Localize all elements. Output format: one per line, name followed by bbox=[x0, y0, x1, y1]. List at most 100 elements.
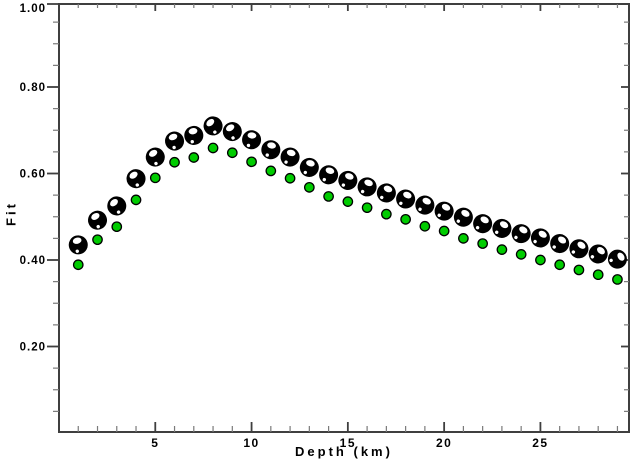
beachball-white-lens bbox=[267, 142, 276, 149]
beachball-disc bbox=[341, 183, 346, 187]
green-dot-marker bbox=[207, 142, 219, 154]
beachball-disc bbox=[172, 145, 176, 150]
x-tick-label: 25 bbox=[532, 436, 548, 450]
green-dot-marker bbox=[130, 194, 142, 206]
beachball-white-lens bbox=[441, 203, 451, 211]
beachball-disc bbox=[222, 122, 242, 142]
beachball-disc bbox=[135, 183, 139, 187]
green-dot-marker bbox=[535, 254, 546, 266]
beachball-disc bbox=[550, 234, 570, 254]
beachball-disc bbox=[116, 210, 121, 214]
beachball-white-lens bbox=[168, 133, 178, 141]
beachball-disc bbox=[588, 244, 608, 264]
green-dot-marker bbox=[188, 152, 200, 163]
beachball-disc bbox=[569, 239, 589, 259]
y-tick-label: 0.40 bbox=[20, 255, 46, 267]
beachball-marker bbox=[569, 239, 589, 259]
beachball-marker bbox=[338, 170, 358, 190]
green-dot-marker bbox=[149, 172, 161, 184]
beachball-disc bbox=[299, 157, 319, 177]
beachball-marker bbox=[107, 196, 127, 216]
beachball-white-lens bbox=[617, 252, 625, 261]
beachball-disc bbox=[590, 255, 595, 259]
green-dot-marker bbox=[265, 165, 277, 177]
beachball-marker bbox=[396, 189, 416, 209]
beachball-white-lens bbox=[538, 230, 547, 238]
green-dot-marker bbox=[284, 172, 296, 184]
beachball-disc bbox=[231, 136, 235, 140]
green-dot-marker bbox=[226, 147, 238, 159]
beachball-disc bbox=[607, 249, 627, 269]
x-tick-label: 15 bbox=[340, 436, 356, 450]
beachball-marker bbox=[511, 224, 531, 244]
green-dot-marker bbox=[246, 156, 257, 168]
beachball-marker bbox=[550, 234, 570, 254]
green-dot-marker bbox=[303, 181, 315, 193]
beachball-marker bbox=[242, 130, 262, 150]
beachball-disc bbox=[213, 130, 217, 134]
green-dot-marker bbox=[323, 191, 334, 202]
beachball-white-lens bbox=[499, 221, 509, 229]
beachball-white-lens bbox=[286, 149, 296, 157]
beachball-disc bbox=[456, 219, 461, 223]
x-tick-label: 10 bbox=[243, 436, 259, 450]
beachball-disc bbox=[571, 250, 576, 254]
beachball-white-lens bbox=[149, 149, 158, 157]
x-tick-label: 20 bbox=[436, 436, 452, 450]
beachball-marker bbox=[299, 157, 319, 177]
beachball-disc bbox=[338, 170, 358, 190]
beachball-white-lens bbox=[110, 198, 118, 207]
y-axis-title: Fit bbox=[3, 201, 19, 226]
green-dot-marker bbox=[458, 233, 469, 244]
beachball-disc bbox=[303, 170, 307, 175]
beachball-disc bbox=[360, 189, 365, 194]
y-tick-label: 0.60 bbox=[20, 169, 46, 181]
beachball-marker bbox=[222, 122, 242, 142]
beachball-marker bbox=[184, 125, 204, 145]
beachball-disc bbox=[514, 235, 518, 240]
green-dot-marker bbox=[72, 259, 84, 271]
beachball-marker bbox=[145, 147, 165, 167]
green-dot-marker bbox=[573, 264, 585, 276]
beachball-white-lens bbox=[91, 213, 100, 220]
beachball-white-lens bbox=[383, 185, 393, 193]
beachball-disc bbox=[265, 153, 269, 157]
green-dot-marker bbox=[169, 156, 180, 168]
beachball-disc bbox=[473, 214, 493, 234]
green-dot-marker bbox=[515, 249, 527, 260]
x-tick-label: 5 bbox=[151, 436, 159, 450]
beachball-marker bbox=[126, 169, 146, 189]
x-axis-title: Depth (km) bbox=[295, 444, 393, 459]
green-dot-marker bbox=[554, 259, 566, 271]
beachball-marker bbox=[607, 249, 627, 269]
beachball-white-lens bbox=[247, 132, 257, 139]
beachball-white-lens bbox=[72, 237, 82, 244]
beachball-disc bbox=[107, 196, 127, 216]
beachball-disc bbox=[322, 177, 326, 182]
beachball-marker bbox=[165, 131, 185, 151]
beachball-disc bbox=[434, 201, 454, 221]
beachball-disc bbox=[319, 165, 339, 185]
beachball-disc bbox=[453, 207, 473, 227]
beachball-marker bbox=[434, 201, 454, 221]
beachball-white-lens bbox=[558, 236, 567, 244]
beachball-marker bbox=[203, 116, 223, 136]
beachball-disc bbox=[280, 147, 300, 167]
beachball-disc bbox=[190, 140, 194, 144]
beachball-white-lens bbox=[519, 226, 528, 234]
beachball-disc bbox=[246, 143, 251, 148]
beachball-marker bbox=[376, 183, 396, 203]
beachball-white-lens bbox=[364, 179, 373, 187]
beachball-disc bbox=[284, 160, 288, 164]
beachball-disc bbox=[511, 224, 531, 244]
green-dot-marker bbox=[400, 213, 411, 225]
beachball-disc bbox=[609, 258, 613, 263]
beachball-disc bbox=[203, 116, 223, 136]
beachball-disc bbox=[357, 177, 377, 197]
beachball-white-lens bbox=[325, 167, 335, 174]
beachball-disc bbox=[88, 210, 108, 230]
beachball-white-lens bbox=[403, 191, 412, 199]
green-dot-marker bbox=[612, 274, 623, 285]
